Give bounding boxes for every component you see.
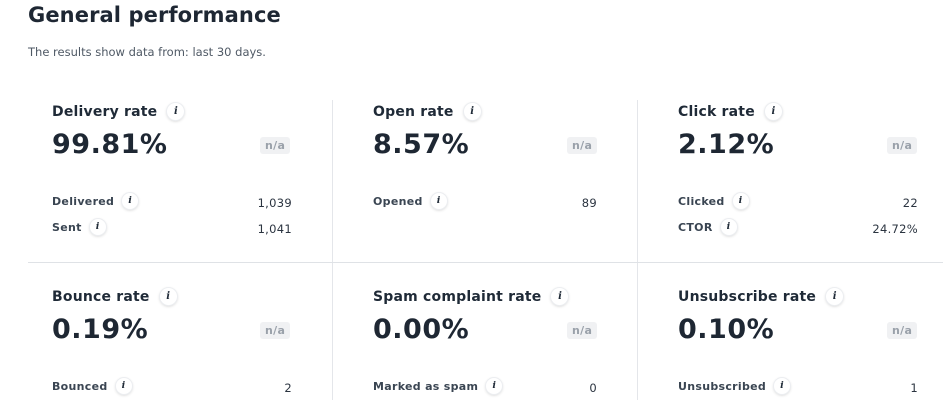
info-icon[interactable]: i bbox=[486, 378, 503, 394]
metric-row-opened: Opened i bbox=[373, 193, 447, 209]
card-title: Delivery rate bbox=[52, 103, 158, 120]
card-click-rate: Click rate i 2.12% n/a Clicked i 22 CTOR… bbox=[678, 103, 920, 253]
info-icon[interactable]: i bbox=[167, 103, 185, 120]
metric-label: Sent bbox=[52, 220, 82, 234]
metric-label: Bounced bbox=[52, 379, 108, 393]
na-badge: n/a bbox=[887, 322, 918, 339]
metric-value: 2 bbox=[284, 381, 292, 395]
grid-divider-vertical-2 bbox=[637, 100, 638, 400]
info-icon[interactable]: i bbox=[826, 288, 844, 305]
metric-row-delivered: Delivered i bbox=[52, 193, 139, 209]
info-icon[interactable]: i bbox=[732, 193, 749, 209]
card-bounce-rate: Bounce rate i 0.19% n/a Bounced i 2 bbox=[52, 288, 294, 400]
info-icon[interactable]: i bbox=[764, 103, 782, 120]
na-badge: n/a bbox=[887, 137, 918, 154]
card-unsubscribe-rate: Unsubscribe rate i 0.10% n/a Unsubscribe… bbox=[678, 288, 920, 400]
card-delivery-rate: Delivery rate i 99.81% n/a Delivered i 1… bbox=[52, 103, 294, 253]
metric-value-large: 2.12% bbox=[678, 129, 775, 160]
metric-label: Unsubscribed bbox=[678, 379, 767, 393]
info-icon[interactable]: i bbox=[115, 378, 132, 394]
metric-value: 24.72% bbox=[872, 222, 918, 236]
card-title: Open rate bbox=[373, 103, 454, 120]
metric-value: 89 bbox=[581, 196, 597, 210]
na-badge: n/a bbox=[260, 137, 291, 154]
metric-value-large: 99.81% bbox=[52, 129, 168, 160]
info-icon[interactable]: i bbox=[551, 288, 569, 305]
card-open-rate: Open rate i 8.57% n/a Opened i 89 bbox=[373, 103, 599, 253]
metric-row-clicked: Clicked i bbox=[678, 193, 749, 209]
card-title: Unsubscribe rate bbox=[678, 288, 817, 305]
metric-row-sent: Sent i bbox=[52, 219, 106, 235]
na-badge: n/a bbox=[260, 322, 291, 339]
info-icon[interactable]: i bbox=[122, 193, 139, 209]
card-title: Spam complaint rate bbox=[373, 288, 542, 305]
metric-label: Delivered bbox=[52, 194, 115, 208]
metric-row-ctor: CTOR i bbox=[678, 219, 737, 235]
card-spam-complaint-rate: Spam complaint rate i 0.00% n/a Marked a… bbox=[373, 288, 599, 400]
page-subtitle: The results show data from: last 30 days… bbox=[28, 45, 266, 59]
metric-value: 0 bbox=[589, 381, 597, 395]
metric-label: CTOR bbox=[678, 220, 713, 234]
metric-value: 1,039 bbox=[257, 196, 292, 210]
card-title: Bounce rate bbox=[52, 288, 150, 305]
metric-label: Clicked bbox=[678, 194, 725, 208]
metric-label: Marked as spam bbox=[373, 379, 479, 393]
grid-divider-vertical-1 bbox=[332, 100, 333, 400]
metric-value: 22 bbox=[902, 196, 918, 210]
info-icon[interactable]: i bbox=[774, 378, 791, 394]
metric-value-large: 8.57% bbox=[373, 129, 470, 160]
metric-row-bounced: Bounced i bbox=[52, 378, 132, 394]
na-badge: n/a bbox=[567, 137, 598, 154]
info-icon[interactable]: i bbox=[463, 103, 481, 120]
metric-value: 1 bbox=[910, 381, 918, 395]
metric-value-large: 0.10% bbox=[678, 314, 775, 345]
info-icon[interactable]: i bbox=[720, 219, 737, 235]
card-title: Click rate bbox=[678, 103, 755, 120]
metric-value-large: 0.19% bbox=[52, 314, 149, 345]
metric-label: Opened bbox=[373, 194, 423, 208]
info-icon[interactable]: i bbox=[430, 193, 447, 209]
grid-divider-horizontal bbox=[28, 262, 943, 263]
metric-row-unsubscribed: Unsubscribed i bbox=[678, 378, 791, 394]
metric-value-large: 0.00% bbox=[373, 314, 470, 345]
na-badge: n/a bbox=[567, 322, 598, 339]
info-icon[interactable]: i bbox=[89, 219, 106, 235]
metric-row-marked-as-spam: Marked as spam i bbox=[373, 378, 503, 394]
metric-value: 1,041 bbox=[257, 222, 292, 236]
page-title: General performance bbox=[28, 3, 281, 27]
info-icon[interactable]: i bbox=[159, 288, 177, 305]
